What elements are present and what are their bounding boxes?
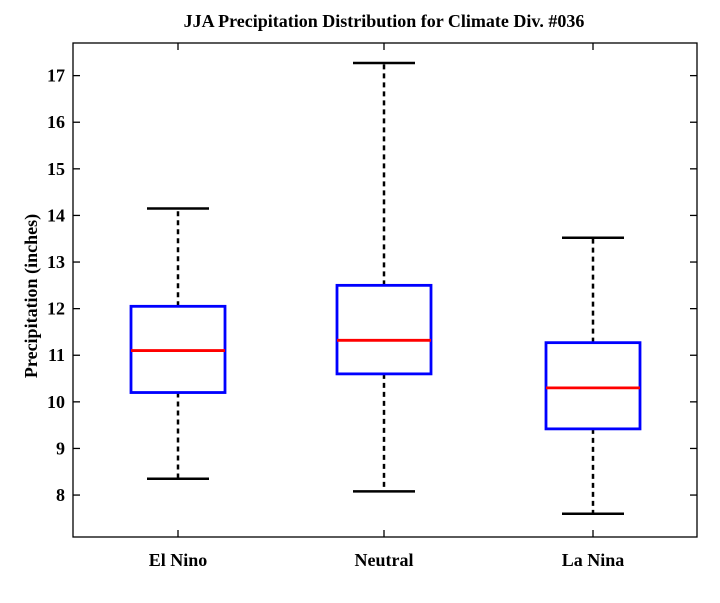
box-group-el-nino — [129, 207, 227, 480]
plot-frame — [72, 42, 698, 538]
y-tick-label: 10 — [47, 392, 65, 412]
y-tick-label: 17 — [47, 66, 65, 86]
chart-title: JJA Precipitation Distribution for Clima… — [184, 11, 585, 31]
y-tick-label: 9 — [56, 438, 65, 458]
y-tick-label: 16 — [47, 112, 65, 132]
x-tick-label: El Nino — [149, 550, 208, 570]
y-tick-label: 14 — [47, 205, 65, 225]
y-axis-label: Precipitation (inches) — [21, 214, 42, 378]
y-tick-label: 11 — [48, 345, 65, 365]
y-tick-label: 13 — [47, 252, 65, 272]
x-tick-label: Neutral — [355, 550, 414, 570]
box-iqr — [335, 283, 433, 376]
y-tick-label: 15 — [47, 159, 65, 179]
plot-area: 8 9 10 11 12 13 14 15 16 17 El Nino Neutral La Nina — [47, 42, 698, 570]
box-iqr — [544, 341, 642, 431]
x-tick-label: La Nina — [562, 550, 625, 570]
box-group-la-nina — [544, 236, 642, 515]
y-tick-label: 12 — [47, 299, 65, 319]
y-tick-label: 8 — [56, 485, 65, 505]
box-group-neutral — [335, 61, 433, 493]
